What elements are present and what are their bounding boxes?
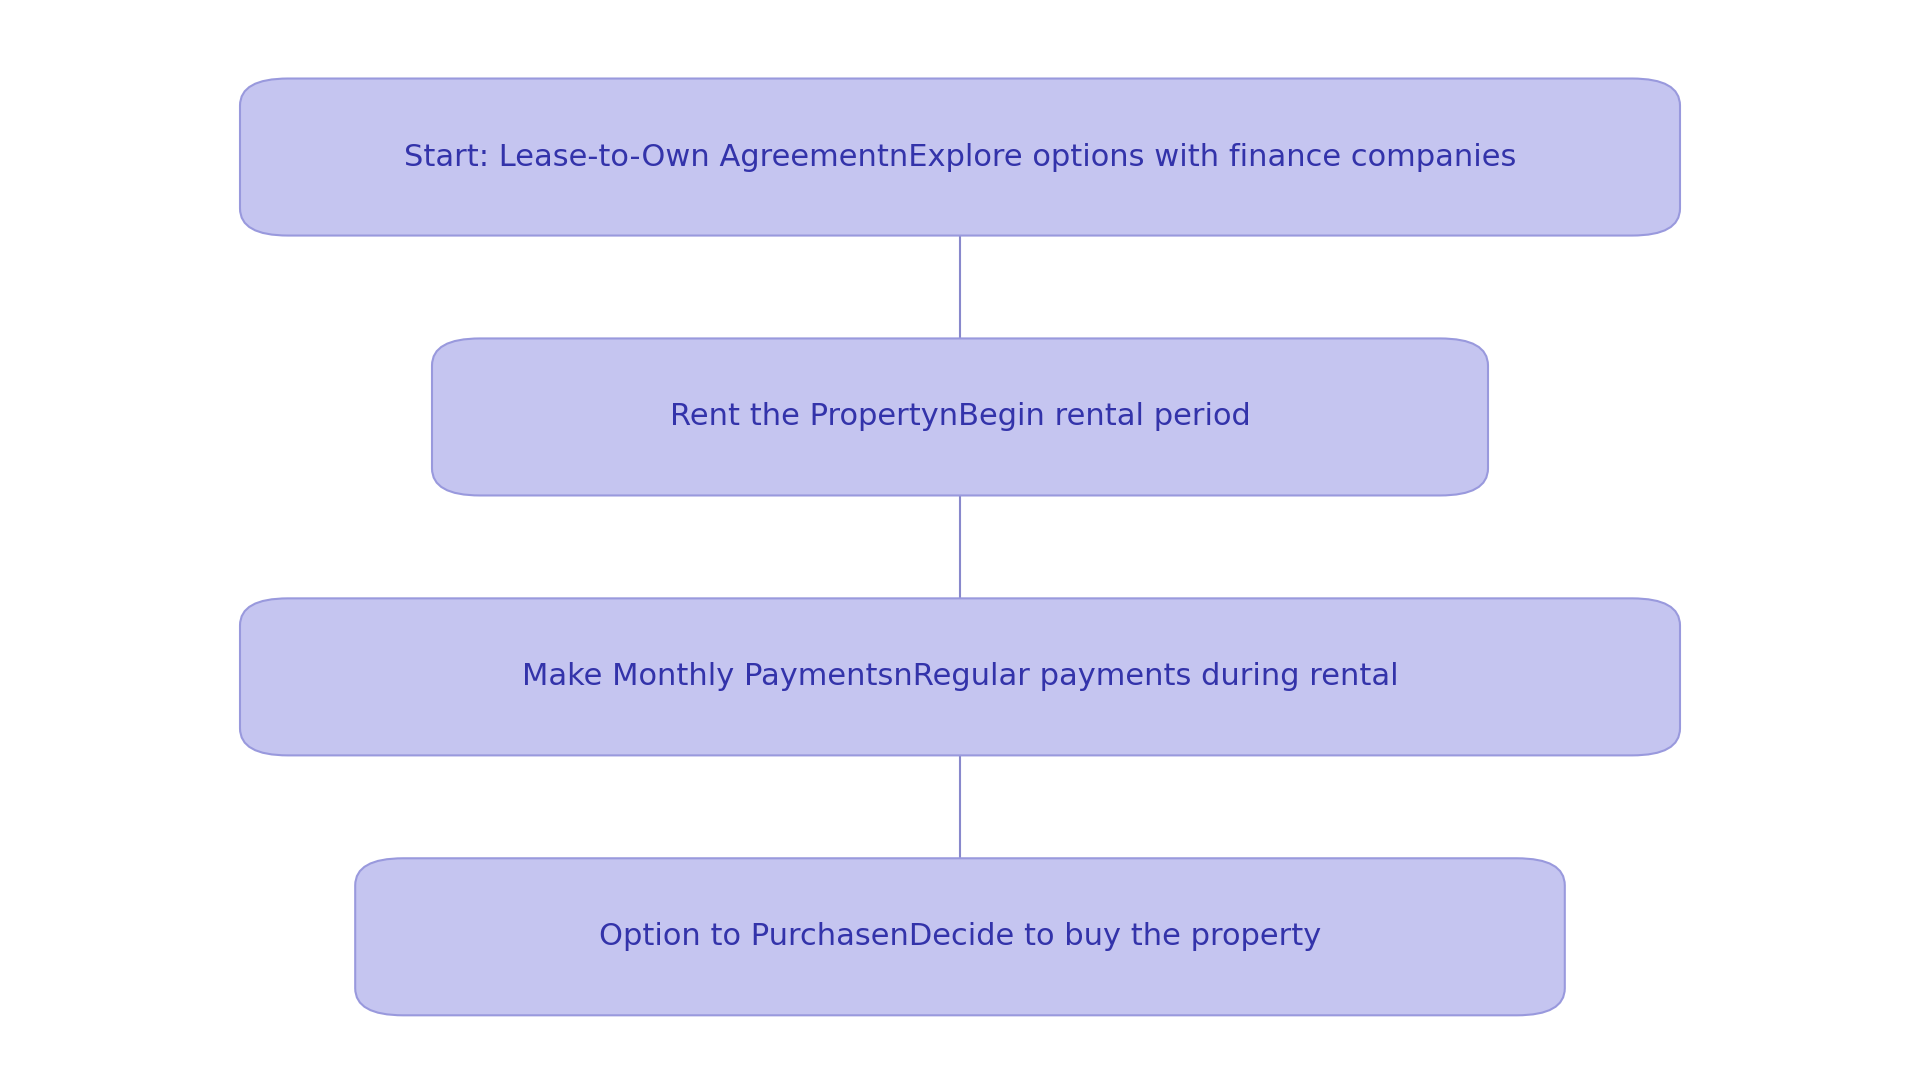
- FancyBboxPatch shape: [240, 598, 1680, 756]
- FancyBboxPatch shape: [432, 338, 1488, 496]
- FancyBboxPatch shape: [355, 858, 1565, 1016]
- FancyBboxPatch shape: [240, 79, 1680, 236]
- Text: Make Monthly PaymentsnRegular payments during rental: Make Monthly PaymentsnRegular payments d…: [522, 663, 1398, 691]
- Text: Option to PurchasenDecide to buy the property: Option to PurchasenDecide to buy the pro…: [599, 923, 1321, 951]
- Text: Rent the PropertynBegin rental period: Rent the PropertynBegin rental period: [670, 403, 1250, 431]
- Text: Start: Lease-to-Own AgreementnExplore options with finance companies: Start: Lease-to-Own AgreementnExplore op…: [403, 143, 1517, 171]
